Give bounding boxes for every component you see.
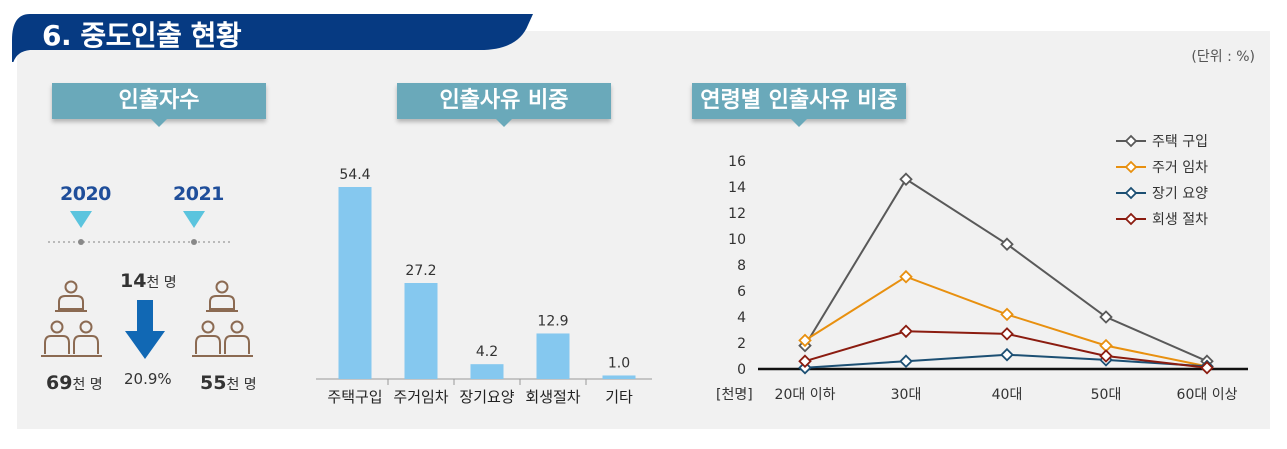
legend-marker-0 <box>1126 136 1136 146</box>
series-0-point-1 <box>901 174 912 185</box>
decrease-arrow-icon <box>125 300 165 359</box>
y-tick-2: 4 <box>737 310 746 326</box>
x-category-label-4: 60대 이상 <box>1177 387 1238 403</box>
count-2021: 55천 명 <box>200 372 257 394</box>
count-2020-unit: 천 명 <box>72 377 102 393</box>
people-2020-icon <box>41 282 102 357</box>
bar-2 <box>471 364 504 379</box>
x-category-label-1: 30대 <box>891 387 922 403</box>
bar-4 <box>603 375 636 379</box>
decrease-number: 14 <box>120 270 146 292</box>
timeline-dot-2020 <box>78 239 84 245</box>
x-category-label-2: 40대 <box>992 387 1023 403</box>
bar-category-label-1: 주거임차 <box>393 388 448 406</box>
y-tick-0: 0 <box>737 362 746 378</box>
x-category-label-3: 50대 <box>1091 387 1122 403</box>
legend-label-3: 회생 절차 <box>1152 212 1208 228</box>
count-2021-number: 55 <box>200 372 226 394</box>
series-3-point-2 <box>1002 328 1013 339</box>
bar-category-label-0: 주택구입 <box>327 388 382 406</box>
legend-marker-1 <box>1126 162 1136 172</box>
y-tick-4: 8 <box>737 258 746 274</box>
decrease-rate: 20.9% <box>124 370 172 388</box>
timeline-dot-2021 <box>191 239 197 245</box>
bar-value-label-0: 54.4 <box>339 167 370 183</box>
series-3-point-1 <box>901 326 912 337</box>
legend-marker-2 <box>1126 188 1136 198</box>
y-tick-8: 16 <box>728 154 746 170</box>
bar-value-label-4: 1.0 <box>608 355 630 371</box>
age-reasons-banner: 연령별 인출사유 비중 <box>692 83 906 119</box>
bar-category-label-3: 회생절차 <box>525 388 580 406</box>
legend-label-0: 주택 구입 <box>1152 134 1208 150</box>
series-2-point-1 <box>901 356 912 367</box>
legend-marker-3 <box>1126 214 1136 224</box>
count-2021-unit: 천 명 <box>226 377 256 393</box>
y-tick-1: 2 <box>737 336 746 352</box>
y-tick-7: 14 <box>728 180 746 196</box>
y-tick-3: 6 <box>737 284 746 300</box>
legend-label-2: 장기 요양 <box>1152 186 1208 202</box>
age-line-chart: 0 2 4 6 8 10 12 14 16 [천명] 20대 이하 30대 40대 50대 60대 이상 주택… <box>700 125 1260 420</box>
bar-category-label-2: 장기요양 <box>459 388 514 406</box>
count-2020: 69천 명 <box>46 372 103 394</box>
reason-bar-chart: 54.4 주택구입 27.2 주거임차 4.2 장기요양 12.9 회생절차 1.0 기타 <box>310 150 660 420</box>
y-tick-5: 10 <box>728 232 746 248</box>
x-category-label-0: 20대 이하 <box>775 387 836 403</box>
legend-label-1: 주거 임차 <box>1152 160 1208 176</box>
series-1-point-2 <box>1002 309 1013 320</box>
bar-3 <box>537 333 570 379</box>
series-1-point-1 <box>901 271 912 282</box>
decrease-unit: 천 명 <box>146 275 176 291</box>
unit-label: (단위 : %) <box>1191 46 1255 66</box>
bar-value-label-2: 4.2 <box>476 344 498 360</box>
bar-value-label-3: 12.9 <box>537 313 568 329</box>
y-axis-label: [천명] <box>716 387 753 403</box>
y-tick-6: 12 <box>728 206 746 222</box>
people-2021-icon <box>192 282 253 357</box>
reasons-banner: 인출사유 비중 <box>397 83 611 119</box>
count-2020-number: 69 <box>46 372 72 394</box>
decrease-amount: 14천 명 <box>120 270 177 292</box>
bar-value-label-1: 27.2 <box>405 263 436 279</box>
bar-1 <box>405 283 438 379</box>
series-2-point-2 <box>1002 349 1013 360</box>
bar-0 <box>339 187 372 379</box>
bar-category-label-4: 기타 <box>605 388 633 406</box>
